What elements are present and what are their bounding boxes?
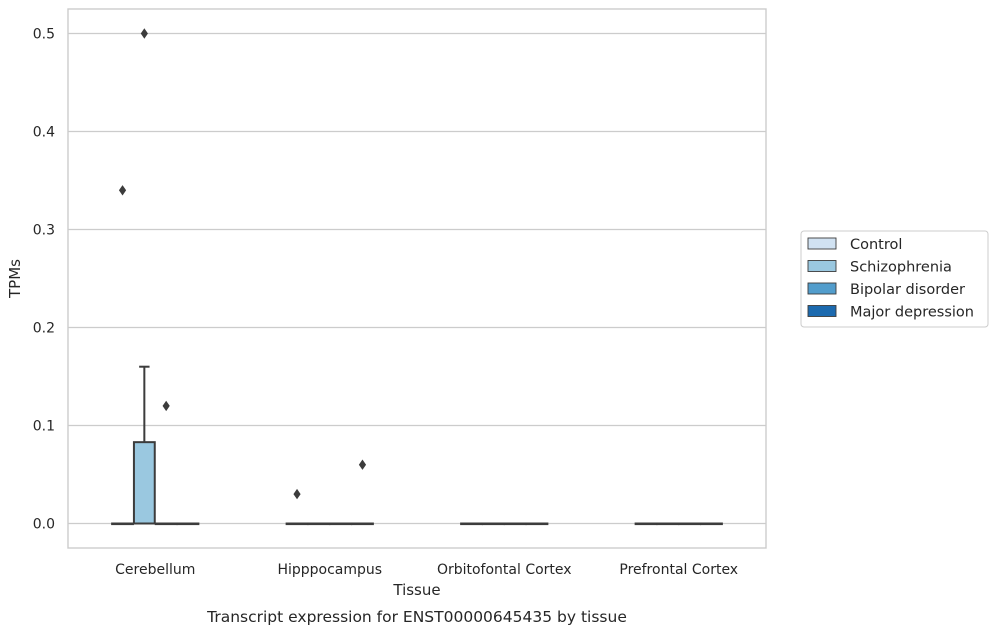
outlier-point	[140, 28, 148, 39]
legend-label: Schizophrenia	[850, 260, 952, 276]
legend-swatch	[807, 237, 837, 250]
y-axis-title: TPMs	[6, 259, 24, 299]
plot-area-frame	[67, 8, 767, 549]
legend-frame	[800, 230, 989, 328]
outlier-point	[118, 185, 127, 196]
x-axis-title: Tissue	[392, 581, 440, 599]
y-tick-label: 0.0	[33, 517, 55, 533]
outlier-point	[293, 488, 301, 500]
legend-items: Control Schizophrenia Bipolar disorder Majo…	[807, 237, 974, 321]
x-axis-ticks: Cerebellum Hipppocampus Orbitofontal Corte…	[115, 562, 738, 578]
y-tick-label: 0.2	[33, 321, 55, 337]
legend-label: Control	[850, 237, 902, 253]
legend-label: Bipolar disorder	[850, 282, 965, 298]
legend-swatch	[807, 305, 837, 317]
outlier-markers	[118, 28, 367, 500]
box-series	[111, 365, 723, 526]
x-tick-label: Cerebellum	[115, 562, 195, 578]
y-axis-ticks: 0.0 0.1 0.2 0.3 0.4 0.5	[33, 27, 55, 533]
legend-swatch	[807, 282, 837, 295]
x-tick-label: Orbitofontal Cortex	[437, 562, 572, 578]
box-schizophrenia	[132, 441, 156, 525]
y-tick-label: 0.3	[33, 223, 55, 239]
chart-caption: Transcript expression for ENST0000064543…	[206, 608, 627, 626]
x-tick-label: Hipppocampus	[277, 562, 382, 578]
y-tick-label: 0.4	[33, 125, 55, 141]
legend: Control Schizophrenia Bipolar disorder Majo…	[800, 230, 989, 328]
y-tick-label: 0.1	[33, 419, 55, 435]
outlier-point	[358, 459, 367, 470]
legend-swatch	[807, 260, 837, 272]
legend-label: Major depression	[850, 305, 974, 321]
outlier-point	[162, 400, 170, 412]
y-tick-label: 0.5	[33, 27, 55, 43]
x-tick-label: Prefrontal Cortex	[619, 562, 738, 578]
